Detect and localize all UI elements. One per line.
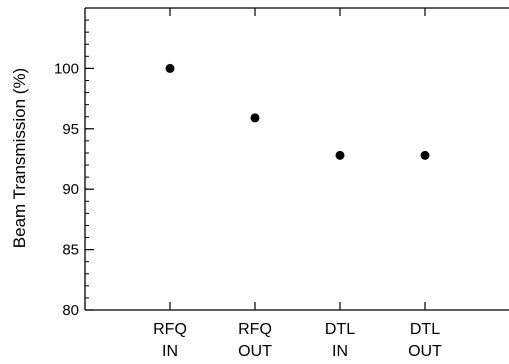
y-tick-label: 85 [62, 242, 79, 259]
x-tick-label-line: DTL [410, 321, 440, 338]
data-point [250, 113, 260, 123]
x-tick-label-line: RFQ [153, 321, 187, 338]
chart-points [165, 63, 430, 160]
x-tick-label: DTL OUT [408, 321, 442, 360]
data-point [165, 63, 175, 73]
y-tick-label: 100 [54, 60, 79, 77]
y-tick-label: 80 [62, 302, 79, 319]
y-axis-title: Beam Transmission (%) [10, 68, 29, 248]
x-tick-label: RFQ OUT [238, 321, 272, 360]
data-point [335, 150, 345, 160]
y-tick-label: 95 [62, 121, 79, 138]
x-tick-label-line: OUT [408, 343, 442, 360]
x-tick-label: RFQ IN [153, 321, 187, 360]
x-tick-label: DTL IN [325, 321, 355, 360]
x-tick-label-line: IN [162, 343, 178, 360]
chart-tick-labels: 80 85 90 95 100 RFQ IN RFQ OUT DTL IN DTL OUT [54, 60, 442, 360]
x-tick-label-line: IN [332, 343, 348, 360]
x-tick-label-line: DTL [325, 321, 355, 338]
x-tick-label-line: RFQ [238, 321, 272, 338]
x-tick-label-line: OUT [238, 343, 272, 360]
data-point [420, 150, 430, 160]
chart-axes [84, 7, 509, 311]
chart-ticks [85, 7, 426, 311]
y-tick-label: 90 [62, 181, 79, 198]
